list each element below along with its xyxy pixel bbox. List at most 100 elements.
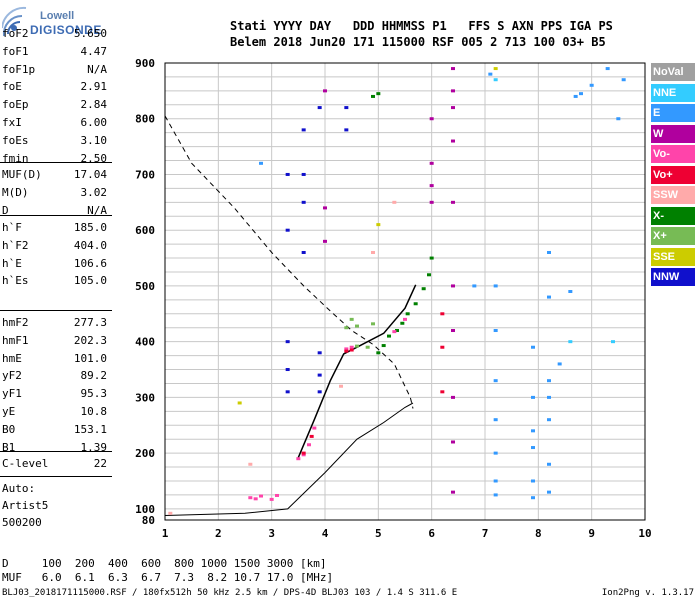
echo-point-nnw [344,106,349,110]
echo-point-w [429,117,434,121]
echo-point-e [259,161,263,165]
echo-point-e [557,362,562,366]
echo-point-e [493,493,498,497]
param-value: N/A [87,62,107,76]
echo-point-x [344,326,349,330]
echo-point-e [621,78,626,82]
echo-point-sse [237,401,242,405]
echo-point-ssw [339,384,343,388]
echo-point-vo [259,494,263,498]
param-name: foEp [2,98,29,112]
logo-digisonde: DIGISONDE [30,23,102,37]
echo-point-nnw [344,128,349,132]
echo-point-e [493,479,498,483]
echo-point-vo [440,390,445,394]
param-value: 10.8 [80,405,108,418]
echo-point-e [547,250,551,254]
panel-divider [0,310,112,311]
param-name: foE [2,80,22,94]
x-tick-label: 8 [535,527,542,540]
echo-point-e [547,295,551,299]
digisonde-logo-icon [2,6,27,37]
param-value: 17.04 [73,168,107,181]
echo-point-sse [493,67,498,71]
y-tick-label: 600 [135,224,155,237]
echo-point-w [451,200,455,204]
param-value: N/A [87,203,107,217]
y-tick-label: 100 [135,503,155,516]
param-name: foEs [2,133,29,147]
echo-point-nne [568,340,573,344]
echo-point-x [381,344,386,348]
param-name: D [2,203,9,217]
param-value: 2.91 [80,80,108,94]
echo-point-e [493,451,498,455]
echo-point-w [429,200,434,204]
param-value: 101.0 [73,351,107,365]
echo-point-w [451,67,455,71]
legend-item-ssw: SSW [651,186,695,204]
param-value: 277.3 [73,316,107,329]
echo-point-nnw [285,172,290,176]
param-value: 153.1 [73,422,107,436]
echo-point-ssw [392,200,397,204]
param-name: hmF1 [2,333,29,347]
echo-point-e [472,284,477,288]
echo-point-w [451,89,455,93]
echo-point-vo [309,434,314,438]
legend-item-nne: NNE [651,83,695,102]
param-name: fmin [2,151,29,165]
echo-point-e [531,496,535,500]
echo-point-e [547,462,551,466]
footer-muf-row: MUF 6.0 6.1 6.3 6.7 7.3 8.2 10.7 17.0 [M… [2,571,334,584]
param-name: yE [2,405,16,418]
echo-point-x [421,287,426,291]
echo-point-x [387,334,391,338]
param-name: foF1 [2,44,29,58]
x-tick-label: 1 [162,527,169,540]
y-tick-label: 80 [142,514,155,527]
legend-item-vo: Vo- [651,145,695,163]
x-tick-label: 2 [215,527,222,540]
echo-point-e [493,329,498,333]
legend-item-vo: Vo+ [651,165,695,184]
param-name: hmF2 [2,316,29,329]
logo-lowell: Lowell [40,10,75,22]
version-label: Ion2Png v. 1.3.17 [601,588,694,598]
param-name: h`F2 [2,238,29,252]
header-values: Belem 2018 Jun20 171 115000 RSF 005 2 71… [230,35,606,49]
param-name: h`F [2,221,22,234]
param-value: 106.6 [73,256,107,270]
echo-point-vo [307,443,311,447]
param-value: 95.3 [80,387,108,401]
param-value: 105.0 [73,274,107,288]
echo-point-w [451,106,455,110]
echo-point-e [531,429,535,433]
echo-point-w [451,329,455,333]
param-name: foF2 [2,27,29,40]
echo-point-w [451,440,455,444]
panel-divider [0,476,112,477]
echo-point-w [323,239,327,243]
footer-file-info: BLJ03_2018171115000.RSF / 180fx512h 50 k… [2,588,458,598]
echo-point-e [493,418,498,422]
echo-point-nnw [301,128,306,132]
echo-point-vo [301,453,306,457]
y-tick-label: 500 [135,280,155,293]
echo-point-w [323,206,327,210]
echo-point-nnw [285,340,290,344]
x-tick-label: 4 [322,527,329,540]
echo-point-w [451,139,455,143]
autoscaling-l1: Auto: [2,482,36,495]
legend-item-x: X+ [651,227,695,245]
param-name: h`Es [2,274,29,288]
param-value: 3.10 [80,133,108,147]
echo-point-x [376,92,381,96]
x-tick-label: 3 [268,527,275,540]
legend-item-nnw: NNW [651,268,695,286]
legend-item-sse: SSE [651,247,695,266]
echo-point-x [365,345,370,349]
echo-point-vo [269,497,274,501]
y-tick-label: 300 [135,391,155,404]
